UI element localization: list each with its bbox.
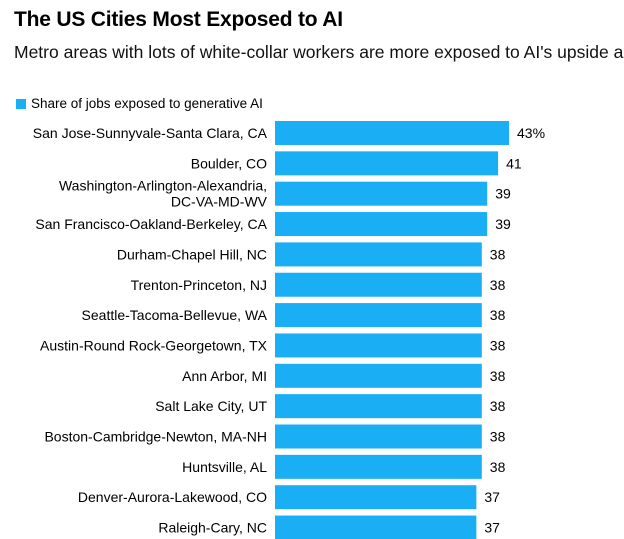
bar-row: Durham-Chapel Hill, NC 38 [117,242,506,267]
chart-subtitle: Metro areas with lots of white-collar wo… [14,42,624,62]
value-label: 38 [490,337,506,353]
value-label: 41 [506,155,522,171]
bar [275,363,482,388]
bar [275,303,482,328]
bar-row: Raleigh-Cary, NC 37 [158,515,500,539]
bar-row: San Francisco-Oakland-Berkeley, CA 39 [35,212,511,237]
value-label: 39 [495,216,511,232]
bar [275,151,499,176]
category-label: Huntsville, AL [182,459,267,475]
bar-row: Salt Lake City, UT 38 [155,394,506,419]
value-label: 37 [484,489,500,505]
bar-row: Boulder, CO 41 [191,151,522,176]
category-label: San Francisco-Oakland-Berkeley, CA [35,216,267,232]
bar-row: Huntsville, AL 38 [182,454,506,479]
bar-row: Denver-Aurora-Lakewood, CO 37 [78,485,500,510]
bar-row: Trenton-Princeton, NJ 38 [131,272,506,297]
value-label: 38 [490,429,506,445]
bar [275,454,482,479]
bar [275,212,488,237]
category-label: San Jose-Sunnyvale-Santa Clara, CA [33,125,268,141]
category-label-line: Washington-Arlington-Alexandria, [59,178,267,194]
value-label: 38 [490,307,506,323]
category-label: Ann Arbor, MI [182,368,267,384]
bar [275,424,482,449]
bar-row: Washington-Arlington-Alexandria, DC-VA-MD… [59,178,511,210]
bar [275,515,477,539]
bar [275,272,482,297]
value-label: 38 [490,368,506,384]
value-label: 38 [490,246,506,262]
bar-row: Seattle-Tacoma-Bellevue, WA 38 [82,303,506,328]
category-label: Austin-Round Rock-Georgetown, TX [40,337,268,353]
legend-label: Share of jobs exposed to generative AI [31,96,263,111]
bar [275,242,482,267]
category-label: Washington-Arlington-Alexandria, DC-VA-MD… [59,178,268,210]
category-label: Trenton-Princeton, NJ [131,277,267,293]
bar [275,333,482,358]
value-label: 37 [484,520,500,536]
chart-title: The US Cities Most Exposed to AI [14,8,343,31]
category-label: Seattle-Tacoma-Bellevue, WA [82,307,268,323]
value-label: 38 [490,398,506,414]
bar-row: Austin-Round Rock-Georgetown, TX 38 [40,333,506,358]
value-label: 43% [517,125,545,141]
category-label: Salt Lake City, UT [155,398,267,414]
value-label: 38 [490,459,506,475]
category-label: Denver-Aurora-Lakewood, CO [78,489,267,505]
category-label: Boulder, CO [191,155,267,171]
value-label: 39 [495,186,511,202]
bar-row: Boston-Cambridge-Newton, MA-NH 38 [44,424,506,449]
value-label: 38 [490,277,506,293]
bar [275,394,482,419]
legend-swatch [16,98,26,109]
category-label-line: DC-VA-MD-WV [171,194,268,210]
bar-row: Ann Arbor, MI 38 [182,363,506,388]
category-label: Durham-Chapel Hill, NC [117,246,267,262]
bar [275,485,477,510]
bar [275,121,509,145]
legend: Share of jobs exposed to generative AI [16,96,263,111]
category-label: Raleigh-Cary, NC [158,520,267,536]
bar-row: San Jose-Sunnyvale-Santa Clara, CA 43% [33,121,545,145]
category-label: Boston-Cambridge-Newton, MA-NH [44,429,267,445]
bar [275,181,488,206]
